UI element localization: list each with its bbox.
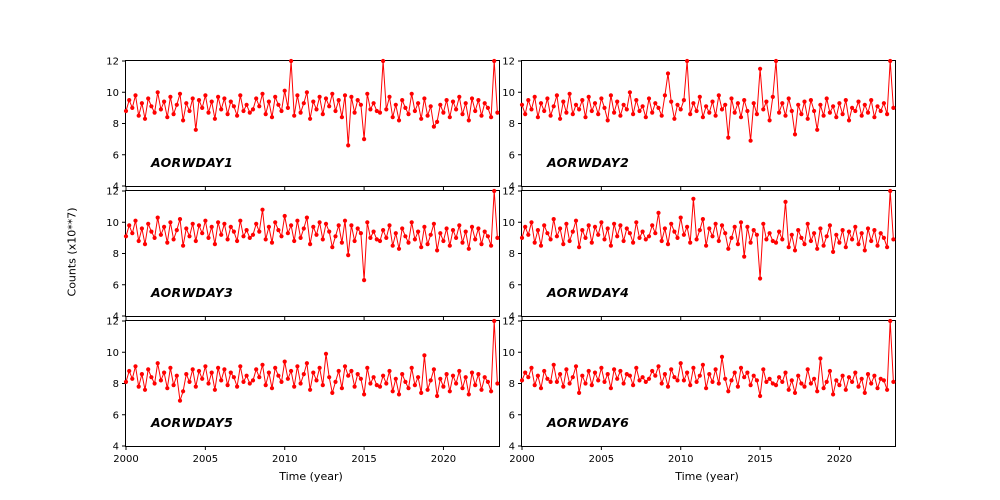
series-label-aorwday4: AORWDAY4 <box>547 285 630 300</box>
svg-text:2010: 2010 <box>668 454 693 465</box>
subplot-aorwday6: 4 6 8 10 12 2000 2005 2010 2015 2020 AORWDAY6 <box>502 317 896 465</box>
series-label-aorwday2: AORWDAY2 <box>547 155 630 170</box>
svg-text:10: 10 <box>106 348 119 359</box>
svg-text:12: 12 <box>106 187 119 198</box>
svg-text:12: 12 <box>502 57 515 68</box>
plot-area: 4 6 8 10 12 <box>106 187 500 323</box>
svg-text:12: 12 <box>106 317 119 328</box>
svg-text:4: 4 <box>113 312 119 323</box>
plot-area: 4 6 8 10 12 2000 2005 2010 2015 2020 <box>106 317 500 465</box>
svg-text:10: 10 <box>502 218 515 229</box>
svg-text:10: 10 <box>502 88 515 99</box>
svg-text:8: 8 <box>113 249 119 260</box>
series-label-aorwday6: AORWDAY6 <box>547 415 630 430</box>
subplot-aorwday4: 4 6 8 10 12 AORWDAY4 <box>502 187 896 323</box>
plot-area: 4 6 8 10 12 <box>106 57 500 193</box>
svg-text:2005: 2005 <box>589 454 614 465</box>
series-label-aorwday1: AORWDAY1 <box>151 155 234 170</box>
svg-text:6: 6 <box>113 280 119 291</box>
plot-area: 4 6 8 10 12 <box>502 187 896 323</box>
svg-text:10: 10 <box>106 218 119 229</box>
svg-text:8: 8 <box>509 379 515 390</box>
svg-text:4: 4 <box>509 182 515 193</box>
svg-text:12: 12 <box>502 317 515 328</box>
svg-text:6: 6 <box>509 410 515 421</box>
subplot-aorwday2: 4 6 8 10 12 AORWDAY2 <box>502 57 896 193</box>
series-label-aorwday3: AORWDAY3 <box>151 285 234 300</box>
series-label-aorwday5: AORWDAY5 <box>151 415 234 430</box>
svg-text:2020: 2020 <box>827 454 852 465</box>
svg-text:8: 8 <box>509 119 515 130</box>
svg-text:4: 4 <box>509 442 515 453</box>
subplot-aorwday3: 4 6 8 10 12 AORWDAY3 <box>106 187 500 323</box>
y-axis-label: Counts (x10**7) <box>65 207 79 297</box>
svg-text:6: 6 <box>113 150 119 161</box>
svg-text:8: 8 <box>113 119 119 130</box>
svg-text:8: 8 <box>113 379 119 390</box>
svg-text:6: 6 <box>113 410 119 421</box>
svg-text:10: 10 <box>106 88 119 99</box>
svg-text:2005: 2005 <box>193 454 218 465</box>
subplot-aorwday5: 4 6 8 10 12 2000 2005 2010 2015 2020 AORWDAY5 <box>106 317 500 465</box>
plot-area: 4 6 8 10 12 2000 2005 2010 2015 2020 <box>502 317 896 465</box>
svg-text:4: 4 <box>113 182 119 193</box>
svg-text:6: 6 <box>509 150 515 161</box>
svg-text:4: 4 <box>509 312 515 323</box>
svg-text:2010: 2010 <box>272 454 297 465</box>
svg-text:12: 12 <box>502 187 515 198</box>
svg-text:2015: 2015 <box>747 454 772 465</box>
svg-text:8: 8 <box>509 249 515 260</box>
svg-text:10: 10 <box>502 348 515 359</box>
plot-area: 4 6 8 10 12 <box>502 57 896 193</box>
svg-text:6: 6 <box>509 280 515 291</box>
svg-text:2000: 2000 <box>113 454 138 465</box>
subplot-aorwday1: 4 6 8 10 12 AORWDAY1 <box>106 57 500 193</box>
svg-text:4: 4 <box>113 442 119 453</box>
svg-text:12: 12 <box>106 57 119 68</box>
svg-text:2015: 2015 <box>351 454 376 465</box>
svg-text:2020: 2020 <box>431 454 456 465</box>
svg-text:2000: 2000 <box>509 454 534 465</box>
x-axis-label-right: Time (year) <box>675 470 739 483</box>
x-axis-label-left: Time (year) <box>279 470 343 483</box>
